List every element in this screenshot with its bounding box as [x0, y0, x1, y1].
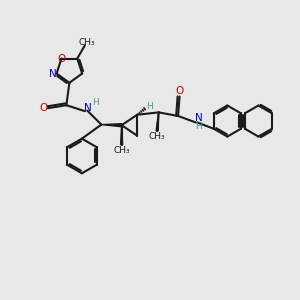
Text: CH₃: CH₃ — [113, 146, 130, 154]
Text: N: N — [84, 103, 92, 112]
Text: CH₃: CH₃ — [79, 38, 95, 47]
Text: O: O — [176, 86, 184, 96]
Polygon shape — [101, 124, 122, 127]
Text: H: H — [146, 102, 152, 111]
Polygon shape — [121, 125, 123, 145]
Text: CH₃: CH₃ — [149, 132, 166, 141]
Text: N: N — [194, 113, 202, 123]
Text: O: O — [57, 53, 66, 64]
Text: N: N — [49, 68, 57, 79]
Text: O: O — [39, 103, 47, 113]
Text: H: H — [195, 122, 202, 131]
Text: H: H — [92, 98, 99, 107]
Polygon shape — [156, 112, 159, 131]
